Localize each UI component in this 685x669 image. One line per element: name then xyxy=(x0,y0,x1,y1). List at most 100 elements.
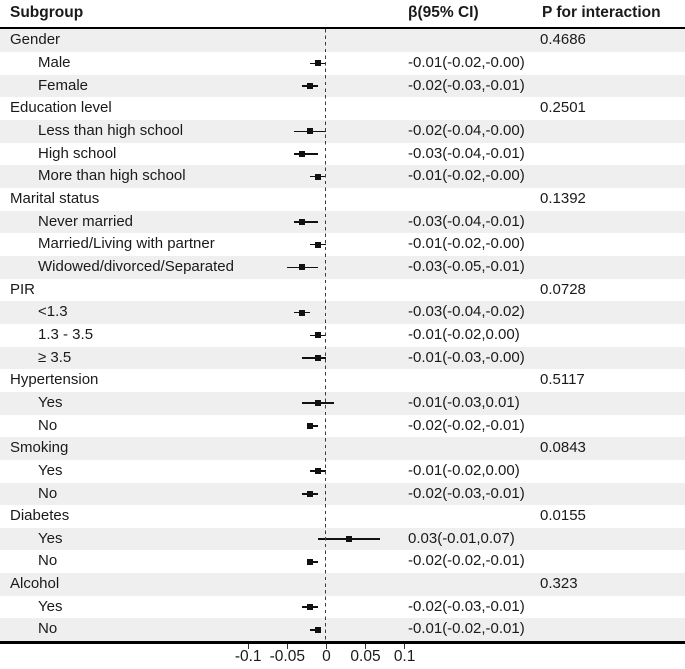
axis-rule xyxy=(0,641,685,644)
beta-ci-value: 0.03(-0.01,0.07) xyxy=(408,529,515,547)
table-row: PIR 0.0728 xyxy=(0,279,685,302)
table-row: Yes -0.01(-0.02,0.00) xyxy=(0,460,685,483)
subgroup-label: Widowed/divorced/Separated xyxy=(38,257,234,275)
group-label: Education level xyxy=(10,99,112,117)
group-label: Hypertension xyxy=(10,371,99,389)
p-interaction-value: 0.0155 xyxy=(540,507,586,525)
table-row: ≥ 3.5 -0.01(-0.03,-0.00) xyxy=(0,346,685,370)
table-row: High school -0.03(-0.04,-0.01) xyxy=(0,143,685,166)
axis-tick xyxy=(403,643,406,650)
table-row: No -0.02(-0.02,-0.01) xyxy=(0,415,685,438)
point-estimate-marker xyxy=(299,264,306,271)
point-estimate-marker xyxy=(314,60,321,67)
point-estimate-marker xyxy=(314,354,321,361)
beta-ci-value: -0.01(-0.02,-0.01) xyxy=(408,620,525,638)
table-row: Education level 0.2501 xyxy=(0,97,685,120)
subgroup-label: Yes xyxy=(38,529,63,547)
subgroup-label: No xyxy=(38,552,58,570)
beta-ci-value: -0.02(-0.02,-0.01) xyxy=(408,416,525,434)
p-interaction-value: 0.0843 xyxy=(540,439,586,457)
axis-tick-label: 0.05 xyxy=(350,648,381,665)
table-row: Gender 0.4686 xyxy=(0,29,685,53)
beta-ci-value: -0.03(-0.05,-0.01) xyxy=(408,257,525,275)
point-estimate-marker xyxy=(314,241,321,248)
point-estimate-marker xyxy=(307,128,314,135)
table-row: Widowed/divorced/Separated -0.03(-0.05,-0… xyxy=(0,255,685,279)
beta-ci-value: -0.01(-0.02,0.00) xyxy=(408,325,520,343)
table-row: Less than high school -0.02(-0.04,-0.00) xyxy=(0,120,685,143)
point-estimate-marker xyxy=(314,173,321,180)
table-row: No -0.02(-0.02,-0.01) xyxy=(0,550,685,573)
point-estimate-marker xyxy=(346,536,353,543)
beta-ci-value: -0.01(-0.02,-0.00) xyxy=(408,235,525,253)
p-interaction-value: 0.5117 xyxy=(540,371,585,389)
subgroup-label: Yes xyxy=(38,393,63,411)
beta-ci-value: -0.02(-0.03,-0.01) xyxy=(408,597,525,615)
table-row: Female -0.02(-0.03,-0.01) xyxy=(0,74,685,98)
p-interaction-value: 0.4686 xyxy=(540,31,586,49)
subgroup-label: Yes xyxy=(38,461,63,479)
beta-ci-value: -0.01(-0.03,0.01) xyxy=(408,393,520,411)
ci-line xyxy=(294,221,318,223)
table-row: Yes -0.02(-0.03,-0.01) xyxy=(0,596,685,619)
p-interaction-value: 0.0728 xyxy=(540,280,586,298)
axis-tick xyxy=(247,643,249,650)
table-row: No -0.02(-0.03,-0.01) xyxy=(0,482,685,506)
point-estimate-marker xyxy=(299,218,306,225)
subgroup-label: Married/Living with partner xyxy=(38,235,215,253)
table-body: Gender 0.4686 Male -0.01(-0.02,-0.00) Female… xyxy=(0,29,685,642)
group-label: Smoking xyxy=(10,439,69,457)
group-label: Diabetes xyxy=(10,507,70,525)
axis-tick-label: -0.1 xyxy=(234,648,262,665)
point-estimate-marker xyxy=(299,151,306,157)
axis-tick-label: 0 xyxy=(322,648,331,665)
ci-line xyxy=(294,153,318,155)
beta-ci-value: -0.03(-0.04,-0.02) xyxy=(408,303,525,321)
point-estimate-marker xyxy=(314,400,321,407)
subgroup-label: ≥ 3.5 xyxy=(38,348,72,366)
point-estimate-marker xyxy=(307,490,314,497)
ci-line xyxy=(310,425,318,427)
beta-ci-value: -0.02(-0.03,-0.01) xyxy=(408,76,525,94)
table-row: 1.3 - 3.5 -0.01(-0.02,0.00) xyxy=(0,324,685,347)
point-estimate-marker xyxy=(307,83,314,90)
point-estimate-marker xyxy=(307,558,314,565)
table-row: No -0.01(-0.02,-0.01) xyxy=(0,618,685,642)
subgroup-label: High school xyxy=(38,144,117,162)
group-label: Gender xyxy=(10,31,61,49)
table-row: Hypertension 0.5117 xyxy=(0,369,685,392)
subgroup-label: Less than high school xyxy=(38,122,184,140)
table-row: Never married -0.03(-0.04,-0.01) xyxy=(0,210,685,234)
subgroup-label: Yes xyxy=(38,597,63,615)
table-row: Married/Living with partner -0.01(-0.02,-… xyxy=(0,233,685,256)
column-header-p-interaction: P for interaction xyxy=(542,4,661,21)
zero-reference-line xyxy=(325,29,327,642)
beta-ci-value: -0.01(-0.02,0.00) xyxy=(408,461,520,479)
subgroup-label: <1.3 xyxy=(38,303,68,321)
subgroup-label: More than high school xyxy=(38,167,186,185)
table-row: Diabetes 0.0155 xyxy=(0,505,685,528)
beta-ci-value: -0.02(-0.03,-0.01) xyxy=(408,484,525,502)
beta-ci-value: -0.01(-0.03,-0.00) xyxy=(408,348,525,366)
group-label: Alcohol xyxy=(10,575,60,593)
beta-ci-value: -0.02(-0.04,-0.00) xyxy=(408,122,525,140)
axis-tick xyxy=(325,643,327,650)
column-header-subgroup: Subgroup xyxy=(10,4,84,21)
ci-line xyxy=(310,629,318,631)
table-row: <1.3 -0.03(-0.04,-0.02) xyxy=(0,301,685,324)
beta-ci-value: -0.02(-0.02,-0.01) xyxy=(408,552,525,570)
column-header-beta-ci: β(95% CI) xyxy=(408,4,479,21)
subgroup-label: No xyxy=(38,416,58,434)
axis-tick-label: -0.05 xyxy=(269,648,305,665)
table-row: Marital status 0.1392 xyxy=(0,188,685,211)
table-row: Yes -0.01(-0.03,0.01) xyxy=(0,391,685,415)
beta-ci-value: -0.01(-0.02,-0.00) xyxy=(408,54,525,72)
p-interaction-value: 0.2501 xyxy=(540,99,586,117)
subgroup-label: No xyxy=(38,620,58,638)
point-estimate-marker xyxy=(314,626,321,633)
table-header: Subgroup β(95% CI) P for interaction xyxy=(0,0,685,29)
table-row: Male -0.01(-0.02,-0.00) xyxy=(0,52,685,75)
subgroup-label: Female xyxy=(38,76,89,94)
point-estimate-marker xyxy=(314,332,321,339)
